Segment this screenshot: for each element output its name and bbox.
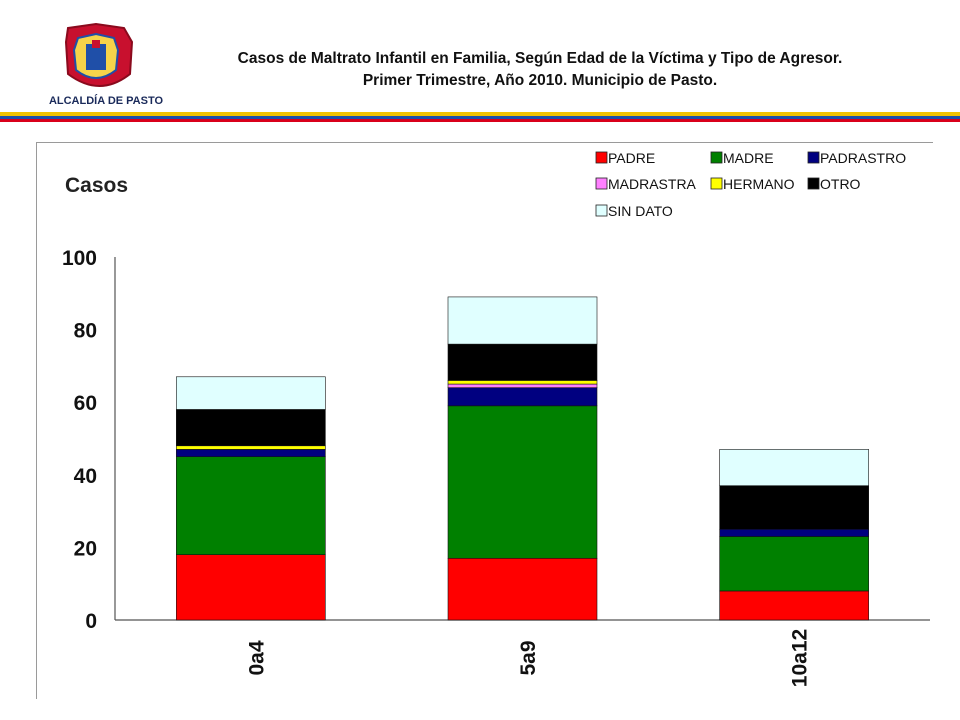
header-stripes [0,112,960,122]
bar-segment-otro [447,343,598,381]
bar-segment-padrastro [176,449,326,457]
bar-segment-sin-dato [176,376,326,410]
legend-swatch [710,177,723,190]
bar-segment-otro [719,485,869,530]
bar-segment-madre [447,405,598,559]
stripe-red [0,119,960,122]
bar-segment-padre [176,554,326,621]
y-tick-label: 40 [74,465,97,488]
legend-label: PADRE [608,150,655,166]
bar-segment-hermano [176,445,326,450]
legend-item: SIN DATO [595,203,673,219]
page-title: Casos de Maltrato Infantil en Familia, S… [180,48,900,92]
y-tick-label: 80 [74,320,97,343]
legend-item: HERMANO [710,176,795,192]
title-line-1: Casos de Maltrato Infantil en Familia, S… [237,50,843,67]
bar-segment-otro [176,409,326,447]
legend-label: MADRASTRA [608,176,697,192]
bar-segment-madrastra [447,383,598,388]
legend: PADRE MADRE PADRASTRO MADRASTRA HERMANO OTRO S… [595,150,906,219]
header: ALCALDÍA DE PASTO Casos de Maltrato Infa… [0,0,960,122]
bar-segment-padrastro [447,387,598,407]
bar-segment-hermano [447,380,598,385]
legend-swatch [595,151,608,164]
legend-label: MADRE [723,150,774,166]
legend-swatch [710,151,723,164]
x-tick-label: 5a9 [517,640,540,675]
x-tick-label: 10a12 [789,629,812,687]
legend-item: PADRASTRO [807,150,906,166]
legend-item: OTRO [807,176,861,192]
bar-segment-sin-dato [719,449,869,486]
legend-swatch [807,177,820,190]
stripe-yellow [0,112,960,116]
legend-item: MADRE [710,150,774,166]
title-line-2: Primer Trimestre, Año 2010. Municipio de… [362,72,718,89]
legend-label: HERMANO [723,176,795,192]
legend-swatch [595,204,608,217]
stripe-blue [0,116,960,119]
bar-segment-madre [176,456,326,555]
bar-segment-madre [719,536,869,592]
y-tick-label: 0 [85,610,97,633]
x-tick-label: 0a4 [245,640,268,675]
y-tick-label: 20 [74,537,97,560]
bar-segment-padre [447,557,598,621]
legend-swatch [595,177,608,190]
plot-area: 0 20 40 60 80 100 0a4 5a9 10a12 [62,247,930,687]
legend-label: SIN DATO [608,203,673,219]
y-tick-label: 60 [74,392,97,415]
legend-label: PADRASTRO [820,150,906,166]
legend-item: PADRE [595,150,655,166]
bar-segment-padrastro [719,528,869,537]
bar-segment-sin-dato [447,296,598,345]
alcaldia-logo: ALCALDÍA DE PASTO [49,22,164,107]
y-axis-label: Casos [65,174,128,197]
logo-text: ALCALDÍA DE PASTO [49,94,164,107]
legend-item: MADRASTRA [595,176,697,192]
legend-swatch [807,151,820,164]
y-tick-label: 100 [62,247,97,270]
chart-frame [36,142,933,699]
legend-label: OTRO [820,176,861,192]
bar-segment-padre [719,590,869,621]
